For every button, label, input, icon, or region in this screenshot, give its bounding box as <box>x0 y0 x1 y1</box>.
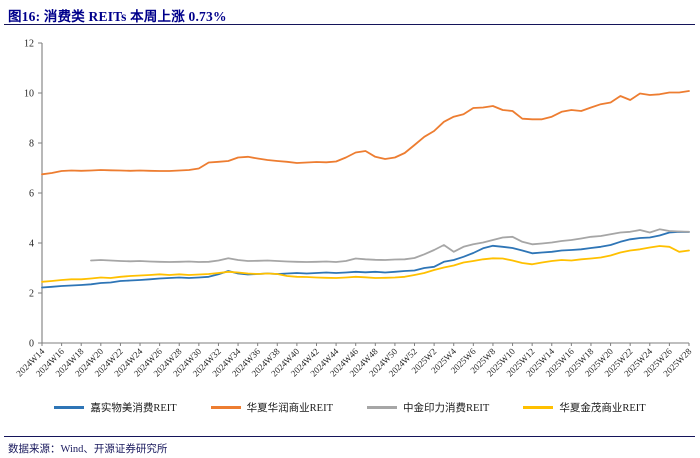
legend-label: 华夏华润商业REIT <box>246 403 333 414</box>
series-line-3 <box>90 228 690 263</box>
legend-line-swatch <box>367 406 397 409</box>
legend-line-swatch <box>54 406 85 409</box>
footer-divider <box>4 436 695 437</box>
title-divider <box>4 24 695 25</box>
y-tick-label: 12 <box>24 39 34 50</box>
legend-label: 中金印力消费REIT <box>403 403 490 414</box>
legend-line-swatch <box>210 406 241 409</box>
legend: 嘉实物美消费REIT 华夏华润商业REIT 中金印力消费REIT 华夏金茂商业REIT <box>0 400 700 415</box>
legend-item-3[interactable]: 中金印力消费REIT <box>367 400 489 415</box>
y-tick-label: 10 <box>24 89 34 100</box>
legend-line-swatch <box>523 406 554 409</box>
legend-label: 华夏金茂商业REIT <box>559 403 646 414</box>
legend-item-4[interactable]: 华夏金茂商业REIT <box>523 400 646 415</box>
y-tick-label: 6 <box>29 189 34 200</box>
figure-title: 图16: 消费类 REITs 本周上涨 0.73% <box>8 9 227 24</box>
legend-item-1[interactable]: 嘉实物美消费REIT <box>54 400 177 415</box>
series-line-2 <box>41 90 690 176</box>
series-line-1 <box>41 230 690 289</box>
y-tick-label: 0 <box>29 339 34 350</box>
legend-label: 嘉实物美消费REIT <box>90 403 177 414</box>
legend-item-2[interactable]: 华夏华润商业REIT <box>210 400 333 415</box>
y-tick-label: 2 <box>29 289 34 300</box>
y-tick-label: 4 <box>29 239 34 250</box>
series-line-4 <box>41 245 690 283</box>
y-tick-label: 8 <box>29 139 34 150</box>
data-source-note: 数据来源：Wind、开源证券研究所 <box>8 444 168 455</box>
